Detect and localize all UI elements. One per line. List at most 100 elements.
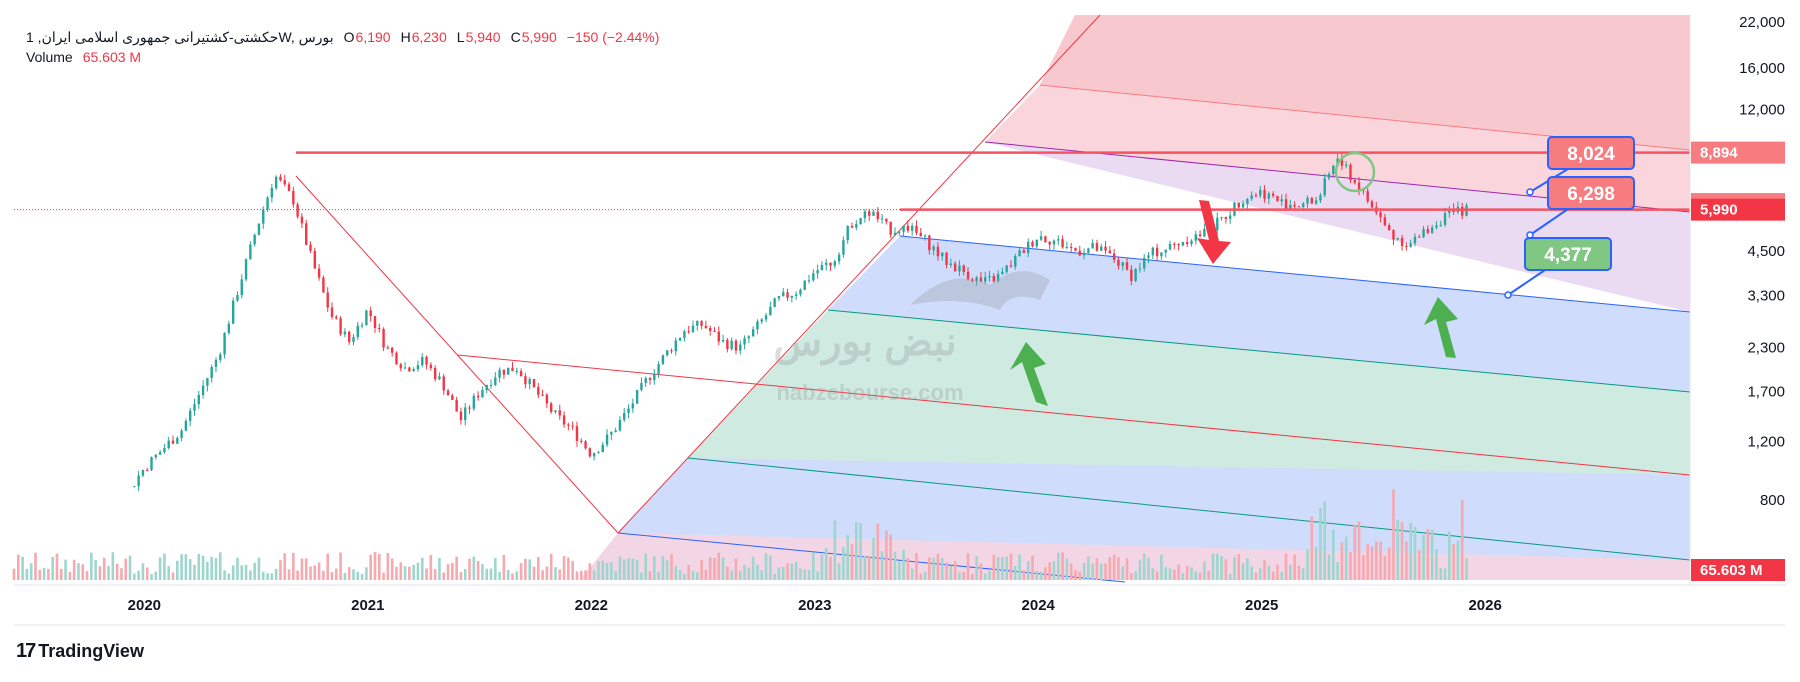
volume-bar <box>584 570 587 580</box>
volume-bar <box>601 560 605 580</box>
candle-body <box>421 356 424 366</box>
y-tick-label: 1,200 <box>1747 434 1785 451</box>
candle-body <box>1173 243 1176 245</box>
volume-bar <box>1207 570 1210 580</box>
volume-bar <box>940 557 944 580</box>
callout-anchor[interactable] <box>1504 291 1512 299</box>
candle-body <box>601 444 604 453</box>
volume-bar <box>1439 567 1443 580</box>
volume-bar <box>326 553 330 580</box>
candle-body <box>562 415 566 425</box>
candle-body <box>1065 246 1069 248</box>
y-tick-label: 4,500 <box>1747 243 1785 260</box>
chart-legend: حکشتی-کشتیرانی جمهوری اسلامی ایران, 1W, … <box>26 27 659 67</box>
y-tick-label: 16,000 <box>1739 60 1785 77</box>
candle-body <box>1164 249 1167 253</box>
candle-body <box>1280 199 1283 202</box>
callout-box[interactable] <box>1524 237 1612 271</box>
candle-body <box>618 419 622 431</box>
red-arrow-down-icon <box>1197 200 1231 264</box>
price-axis[interactable]: 22,000 16,000 12,000 4,500 3,300 2,300 1,700 1,… <box>1739 14 1785 509</box>
volume-bar <box>485 568 489 580</box>
volume-bar <box>562 556 566 580</box>
candle-body <box>936 246 940 257</box>
volume-bar <box>446 564 450 580</box>
volume-bar <box>833 520 837 580</box>
candle-body <box>545 394 549 404</box>
volume-bar <box>16 554 20 580</box>
x-tick-label: 2026 <box>1468 597 1501 614</box>
volume-bar <box>339 552 342 580</box>
candle-body <box>330 307 334 317</box>
candle-body <box>326 292 329 308</box>
volume-row: Volume 65.603 M <box>26 47 659 67</box>
callout-box[interactable] <box>1547 136 1635 170</box>
volume-bar <box>1465 558 1468 580</box>
candle-body <box>197 394 200 405</box>
tradingview-logo[interactable]: 17 TradingView <box>16 640 144 663</box>
volume-bar <box>494 558 497 580</box>
candle-body <box>971 279 974 281</box>
candle-body <box>932 246 935 251</box>
candle-body <box>704 325 708 328</box>
volume-bar <box>786 563 789 580</box>
candle-body <box>253 234 256 245</box>
volume-bar <box>1297 565 1301 580</box>
volume-bar <box>708 557 712 580</box>
candle-body <box>674 340 678 352</box>
callout-anchor[interactable] <box>1526 188 1534 196</box>
candle-body <box>532 378 536 388</box>
candle-body <box>455 399 458 412</box>
volume-bar <box>1173 569 1176 580</box>
candle-body <box>154 454 158 458</box>
candle-body <box>683 331 686 338</box>
green-arrow-up-icon <box>1010 342 1048 406</box>
candle-body <box>640 382 643 390</box>
candle-body <box>631 403 635 409</box>
volume-bar <box>519 563 523 580</box>
volume-bar <box>1215 553 1219 580</box>
candle-body <box>1284 199 1288 209</box>
volume-label[interactable]: Volume <box>26 49 73 65</box>
volume-bar <box>915 553 918 580</box>
candle-body <box>1379 212 1382 218</box>
symbol-title[interactable]: حکشتی-کشتیرانی جمهوری اسلامی ایران, 1W, … <box>26 29 334 45</box>
volume-bar <box>1177 564 1180 580</box>
candle-body <box>1125 262 1129 270</box>
candle-body <box>1263 189 1266 199</box>
volume-bar <box>734 558 738 580</box>
volume-bar <box>244 564 248 580</box>
watermark-site: nabzebourse.com <box>776 380 963 405</box>
watermark: نبض بورس nabzebourse.com <box>773 271 1050 405</box>
candle-body <box>1340 158 1344 166</box>
volume-bar <box>227 573 231 580</box>
volume-bar <box>193 564 196 580</box>
peak-circle-icon <box>1334 151 1376 193</box>
volume-bar <box>1074 569 1077 580</box>
price-tag-label: 8,894 <box>1700 145 1738 162</box>
callout-box[interactable] <box>1547 176 1635 210</box>
time-axis[interactable]: 2020 2021 2022 2023 2024 2025 2026 <box>128 597 1502 614</box>
candle-body <box>188 410 192 421</box>
candle-body <box>760 319 763 322</box>
candle-body <box>1409 243 1412 248</box>
volume-bar <box>1310 516 1314 580</box>
candle-body <box>794 294 798 296</box>
volume-bar <box>756 564 759 580</box>
candle-body <box>133 486 136 488</box>
volume-bar <box>988 570 991 580</box>
zone-upper-pink <box>985 85 1690 212</box>
y-tick-label: 22,000 <box>1739 14 1785 31</box>
volume-bar <box>163 553 166 580</box>
volume-bar <box>459 572 463 580</box>
x-tick-label: 2024 <box>1022 597 1056 614</box>
volume-bar <box>554 567 557 580</box>
candle-body <box>657 364 660 374</box>
volume-bar <box>176 560 179 580</box>
volume-bar <box>150 573 153 580</box>
volume-bar <box>317 562 321 580</box>
candle-body <box>343 331 347 335</box>
volume-bar <box>1014 565 1017 580</box>
